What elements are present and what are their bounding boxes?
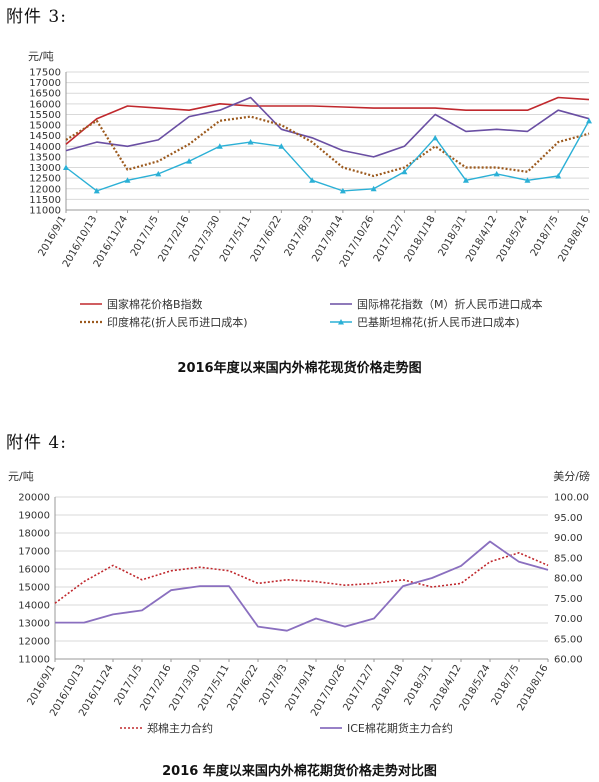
x-tick-label: 2018/7/5 bbox=[490, 663, 522, 707]
x-tick-label: 2016/9/1 bbox=[26, 663, 58, 707]
y-tick-label: 14000 bbox=[29, 142, 61, 153]
x-tick-label: 2018/4/12 bbox=[464, 214, 499, 264]
x-tick-label: 2017/9/14 bbox=[310, 214, 345, 264]
y2-tick-label: 95.00 bbox=[554, 513, 583, 524]
y-tick-label: 15000 bbox=[29, 121, 61, 132]
legend-label-1: 郑棉主力合约 bbox=[147, 721, 213, 735]
y2-tick-label: 70.00 bbox=[554, 614, 583, 625]
y2-tick-label: 75.00 bbox=[554, 594, 583, 605]
y2-tick-label: 85.00 bbox=[554, 553, 583, 564]
x-tick-label: 2018/1/18 bbox=[370, 663, 405, 713]
attachment-3-label: 附件 3: bbox=[6, 7, 67, 27]
x-tick-label: 2017/6/22 bbox=[249, 214, 284, 264]
y-tick-label: 11000 bbox=[29, 206, 61, 217]
x-tick-label: 2018/5/24 bbox=[495, 214, 530, 264]
x-tick-label: 2017/1/5 bbox=[129, 214, 161, 258]
y-tick-label: 17000 bbox=[18, 547, 50, 558]
x-tick-label: 2018/3/1 bbox=[437, 214, 469, 258]
y-tick-label: 20000 bbox=[18, 493, 50, 504]
legend-label-2: ICE棉花期货主力合约 bbox=[347, 721, 453, 735]
y2-tick-label: 60.00 bbox=[554, 655, 583, 666]
series-line-2 bbox=[65, 96, 590, 158]
y-tick-label: 17500 bbox=[29, 68, 61, 79]
x-tick-label: 2018/7/5 bbox=[529, 214, 561, 258]
y-tick-label: 18000 bbox=[18, 529, 50, 540]
y-tick-label: 12000 bbox=[18, 637, 50, 648]
legend-label-1: 国家棉花价格B指数 bbox=[107, 297, 203, 311]
series-line-4 bbox=[65, 120, 590, 192]
series-line-2 bbox=[55, 540, 549, 632]
series-point-4 bbox=[432, 134, 439, 141]
y2-tick-label: 100.00 bbox=[554, 493, 589, 504]
y-tick-label: 14000 bbox=[18, 601, 50, 612]
series-line-1 bbox=[54, 552, 549, 604]
x-tick-label: 2017/1/5 bbox=[113, 663, 145, 707]
series-point-4 bbox=[93, 187, 100, 194]
series-point-4 bbox=[586, 117, 592, 124]
y-tick-label: 19000 bbox=[18, 511, 50, 522]
x-tick-label: 2018/5/24 bbox=[457, 663, 492, 713]
y-tick-label: 16000 bbox=[29, 99, 61, 110]
y-tick-label: 15000 bbox=[18, 583, 50, 594]
x-tick-label: 2017/3/30 bbox=[187, 214, 222, 264]
y-tick-label: 13500 bbox=[29, 152, 61, 163]
series-point-4 bbox=[462, 177, 469, 183]
x-tick-label: 2016/9/1 bbox=[37, 214, 69, 258]
y-tick-label: 11000 bbox=[18, 655, 50, 666]
y-tick-label: 17000 bbox=[29, 78, 61, 89]
futures-price-chart: 11000 12000 13000 14000 15000 16000 17000 18000… bbox=[8, 469, 590, 735]
y-tick-label: 13000 bbox=[29, 163, 61, 174]
series-point-4 bbox=[524, 177, 531, 183]
x-tick-label: 2017/8/3 bbox=[258, 663, 290, 707]
y2-tick-label: 90.00 bbox=[554, 533, 583, 544]
series-point-4 bbox=[493, 170, 500, 177]
series-point-4 bbox=[339, 187, 346, 194]
series-line-3 bbox=[65, 115, 590, 178]
series-point-4 bbox=[63, 164, 69, 171]
y-axis-label: 元/吨 bbox=[8, 470, 34, 483]
x-tick-label: 2017/2/16 bbox=[156, 214, 191, 264]
y2-tick-label: 80.00 bbox=[554, 574, 583, 585]
y-tick-label: 12000 bbox=[29, 184, 61, 195]
series-point-4 bbox=[216, 143, 223, 149]
series-point-4 bbox=[555, 173, 562, 179]
y-tick-label: 12500 bbox=[29, 174, 61, 185]
chart1-caption: 2016年度以来国内外棉花现货价格走势图 bbox=[177, 361, 422, 376]
series-point-4 bbox=[309, 177, 316, 183]
x-tick-label: 2018/8/16 bbox=[556, 214, 591, 264]
legend-label-2: 国际棉花指数（M）折人民币进口成本 bbox=[357, 297, 543, 311]
series-point-4 bbox=[186, 158, 193, 164]
chart2-caption: 2016 年度以来国内外棉花期货价格走势对比图 bbox=[162, 764, 437, 779]
x-tick-label: 2017/8/3 bbox=[283, 214, 315, 258]
series-point-4 bbox=[247, 139, 254, 145]
y-tick-label: 16500 bbox=[29, 89, 61, 100]
x-tick-label: 2018/1/18 bbox=[403, 214, 438, 264]
x-tick-label: 2018/8/16 bbox=[515, 663, 550, 713]
series-point-4 bbox=[155, 170, 162, 177]
attachment-4-label: 附件 4: bbox=[6, 433, 67, 453]
series-point-4 bbox=[370, 185, 377, 192]
y2-tick-label: 65.00 bbox=[554, 634, 583, 645]
y-tick-label: 16000 bbox=[18, 565, 50, 576]
x-tick-label: 2018/3/1 bbox=[403, 663, 435, 707]
series-line-1 bbox=[65, 96, 590, 145]
series-point-4 bbox=[401, 168, 408, 175]
legend-marker-4 bbox=[338, 319, 344, 325]
y-tick-label: 13000 bbox=[18, 619, 50, 630]
x-tick-label: 2017/12/7 bbox=[372, 214, 407, 264]
series-point-4 bbox=[278, 143, 285, 149]
legend-label-4: 巴基斯坦棉花(折人民币进口成本) bbox=[357, 315, 520, 329]
legend-label-3: 印度棉花(折人民币进口成本) bbox=[107, 315, 248, 329]
y-tick-label: 14500 bbox=[29, 131, 61, 142]
spot-price-chart: 1100011500120001250013000135001400014500… bbox=[28, 50, 592, 329]
x-tick-label: 2017/6/22 bbox=[225, 663, 260, 713]
y-tick-label: 15500 bbox=[29, 110, 61, 121]
x-tick-label: 2017/5/11 bbox=[218, 214, 253, 264]
y-axis-label: 元/吨 bbox=[28, 50, 54, 63]
y-tick-label: 11500 bbox=[29, 195, 61, 206]
y2-axis-label: 美分/磅 bbox=[553, 469, 590, 483]
series-point-4 bbox=[124, 177, 131, 183]
